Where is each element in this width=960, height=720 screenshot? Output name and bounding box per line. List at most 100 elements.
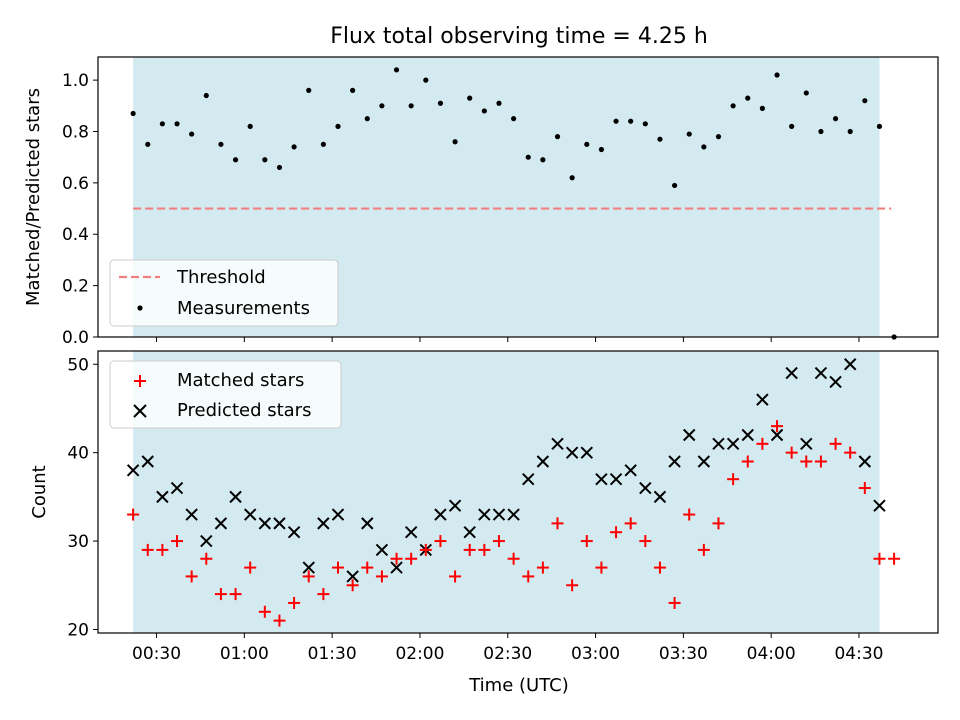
predicted-star-marker bbox=[683, 428, 696, 442]
predicted-star-marker bbox=[624, 464, 637, 477]
measurement-point bbox=[671, 182, 678, 189]
predicted-star-marker bbox=[346, 570, 359, 583]
legend-measurements-label: Measurements bbox=[177, 298, 310, 319]
matched-star-marker bbox=[171, 535, 184, 548]
x-tick-label: 02:30 bbox=[483, 644, 532, 664]
measurement-point bbox=[847, 128, 853, 135]
matched-star-marker bbox=[610, 526, 623, 539]
predicted-star-marker bbox=[200, 534, 213, 548]
matched-star-marker bbox=[141, 543, 154, 556]
matched-star-marker bbox=[258, 605, 271, 618]
matched-star-marker bbox=[595, 561, 608, 574]
x-axis-label: Time (UTC) bbox=[468, 675, 569, 696]
predicted-star-marker bbox=[375, 543, 389, 557]
matched-star-marker bbox=[273, 614, 286, 627]
measurement-point bbox=[789, 123, 795, 129]
matched-star-marker bbox=[449, 570, 462, 583]
predicted-star-marker bbox=[492, 508, 506, 521]
measurement-point bbox=[876, 123, 883, 129]
matched-star-marker bbox=[200, 552, 213, 565]
measurement-point bbox=[759, 105, 765, 111]
measurement-points bbox=[130, 67, 897, 340]
predicted-star-marker bbox=[434, 508, 447, 521]
predicted-star-marker bbox=[390, 561, 403, 574]
predicted-star-marker bbox=[522, 472, 535, 486]
predicted-star-marker bbox=[331, 508, 345, 521]
measurement-point bbox=[437, 100, 444, 106]
matched-star-marker bbox=[844, 446, 857, 459]
measurement-point bbox=[320, 141, 326, 147]
matched-star-marker bbox=[156, 543, 169, 556]
measurement-point bbox=[657, 136, 663, 142]
legend-threshold-label: Threshold bbox=[176, 267, 266, 288]
predicted-star-marker bbox=[770, 428, 784, 442]
y-tick-label: 0.8 bbox=[62, 122, 89, 142]
predicted-star-marker bbox=[478, 508, 491, 521]
matched-star-marker bbox=[522, 570, 535, 583]
measurement-point bbox=[525, 154, 531, 160]
predicted-star-marker bbox=[785, 366, 798, 380]
measurement-point bbox=[350, 87, 356, 93]
matched-star-marker bbox=[332, 561, 344, 574]
matched-star-marker bbox=[405, 552, 418, 565]
matched-star-marker bbox=[888, 552, 901, 565]
measurement-point bbox=[306, 87, 312, 93]
matched-star-marker bbox=[653, 561, 666, 574]
bottom-y-axis-label: Count bbox=[29, 465, 50, 518]
predicted-star-marker bbox=[726, 437, 740, 451]
matched-star-marker bbox=[507, 552, 520, 565]
matched-star-marker bbox=[668, 596, 681, 609]
measurement-point bbox=[481, 108, 487, 114]
predicted-star-marker bbox=[843, 358, 857, 371]
matched-star-marker bbox=[317, 588, 330, 601]
predicted-star-marker bbox=[639, 481, 652, 495]
predicted-star-marker bbox=[185, 508, 198, 521]
measurement-point bbox=[364, 116, 370, 122]
measurement-point bbox=[628, 118, 634, 124]
legend-matched-label: Matched stars bbox=[177, 370, 304, 391]
measurement-point bbox=[540, 157, 546, 163]
predicted-star-marker bbox=[565, 446, 579, 459]
predicted-star-marker bbox=[536, 455, 550, 468]
matched-star-marker bbox=[873, 552, 886, 565]
matched-star-marker bbox=[624, 517, 637, 530]
predicted-star-marker bbox=[361, 517, 374, 530]
y-tick-label: 50 bbox=[67, 355, 89, 375]
top-y-axis-ticks: 0.0 0.2 0.4 0.6 0.8 1.0 bbox=[62, 71, 98, 348]
matched-star-marker bbox=[829, 437, 842, 450]
measurement-point bbox=[335, 123, 341, 129]
legend-predicted-swatch bbox=[133, 404, 147, 418]
top-y-axis-label: Matched/Predicted stars bbox=[23, 88, 44, 306]
predicted-star-marker bbox=[273, 517, 286, 530]
measurement-point bbox=[745, 95, 751, 101]
matched-star-marker bbox=[302, 570, 315, 583]
predicted-star-marker bbox=[668, 455, 681, 468]
predicted-stars-markers bbox=[126, 358, 886, 583]
bottom-legend-box bbox=[109, 360, 342, 429]
predicted-star-marker bbox=[507, 508, 520, 521]
predicted-star-marker bbox=[141, 455, 154, 468]
matched-star-marker bbox=[478, 543, 491, 556]
predicted-star-marker bbox=[463, 526, 476, 539]
matched-star-marker bbox=[771, 420, 784, 433]
matched-star-marker bbox=[858, 482, 871, 495]
x-tick-label: 01:30 bbox=[308, 644, 357, 664]
measurement-point bbox=[130, 110, 136, 117]
measurement-point bbox=[159, 121, 165, 127]
predicted-star-marker bbox=[814, 366, 828, 380]
measurement-point bbox=[452, 139, 458, 145]
measurement-point bbox=[423, 77, 429, 83]
measurement-point bbox=[232, 157, 239, 163]
matched-stars-markers bbox=[127, 420, 901, 627]
x-tick-label: 01:00 bbox=[220, 644, 269, 664]
predicted-star-marker bbox=[551, 437, 564, 451]
x-tick-label: 03:30 bbox=[659, 644, 708, 664]
measurement-point bbox=[730, 103, 736, 109]
matched-star-marker bbox=[756, 437, 769, 450]
predicted-star-marker bbox=[580, 446, 593, 459]
y-tick-label: 1.0 bbox=[62, 71, 89, 91]
measurement-point bbox=[203, 92, 209, 99]
predicted-star-marker bbox=[170, 481, 184, 495]
bottom-legend: Matched stars Predicted stars bbox=[109, 360, 342, 429]
